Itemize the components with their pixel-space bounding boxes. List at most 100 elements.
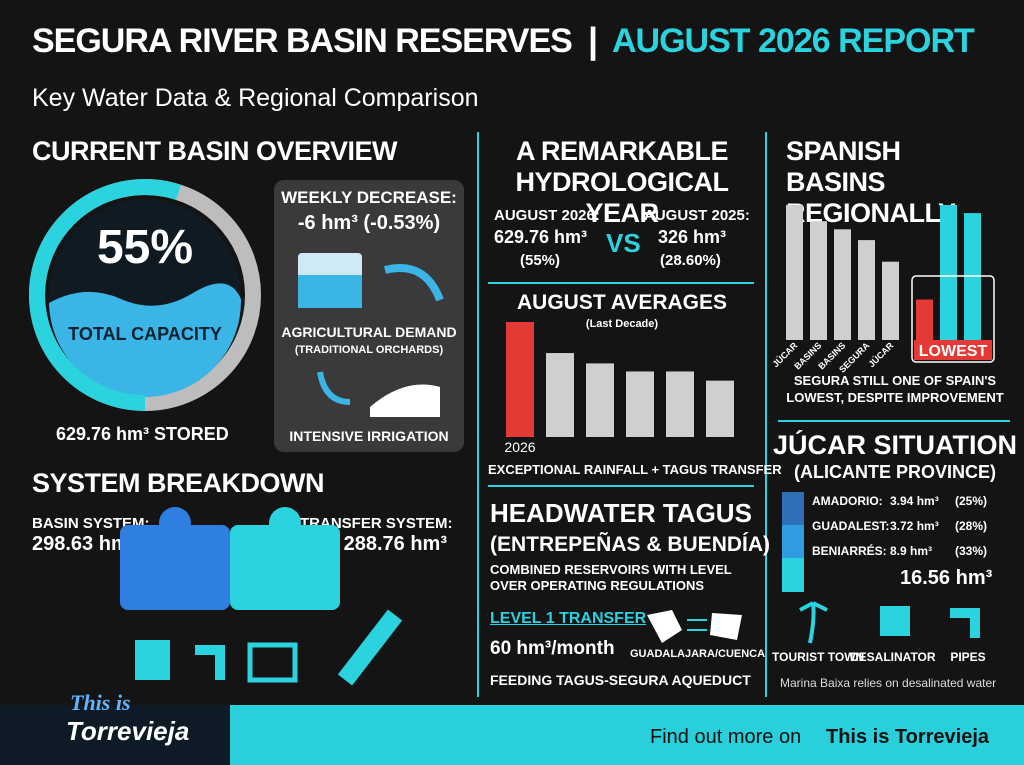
bar	[940, 205, 957, 340]
reservoir-name: GUADALEST:	[812, 519, 890, 533]
puzzle-piece	[120, 525, 230, 610]
weekly-value: -6 hm³ (-0.53%)	[297, 212, 441, 234]
reservoir-volume: 3.72 hm³	[890, 519, 939, 533]
year-right-pct: (28.60%)	[660, 252, 721, 269]
channel-icon	[337, 609, 403, 686]
section-subheading: (Last Decade)	[585, 318, 659, 330]
footer-cta: Find out more on	[650, 726, 802, 748]
gauge-water	[49, 283, 242, 398]
highlight-box	[911, 275, 995, 363]
puzzle-knob	[159, 507, 191, 539]
gauge-caption: TOTAL CAPACITY	[68, 324, 222, 344]
pipes-icon	[950, 608, 980, 638]
highlight-label: LOWEST	[919, 343, 988, 360]
reservoir-volume: 3.94 hm³	[890, 494, 939, 508]
desalinator-icon	[880, 606, 910, 636]
section-subheading: (ENTREPEÑAS & BUENDÍA)	[490, 533, 771, 556]
puzzle-knob	[269, 507, 301, 539]
divider	[778, 420, 1010, 422]
irrigation-icon	[317, 371, 440, 417]
gauge-label: 55%	[97, 221, 193, 274]
transfer-label: TRANSFER SYSTEM:	[300, 515, 453, 532]
basin-label: BASIN SYSTEM:	[32, 515, 150, 532]
reservoir-pct: (25%)	[955, 494, 988, 508]
stored-volume: 629.76 hm³ STORED	[56, 424, 229, 444]
icon-label: DESALINATOR	[850, 650, 936, 664]
dam-icon	[135, 640, 170, 680]
year-right-label: AUGUST 2025:	[644, 207, 750, 224]
section-heading: SYSTEM BREAKDOWN	[32, 468, 325, 498]
title: SEGURA RIVER BASIN RESERVES	[32, 22, 573, 60]
transfer-rate: 60 hm³/month	[490, 638, 615, 659]
averages-caption: EXCEPTIONAL RAINFALL + TAGUS TRANSFER	[488, 462, 782, 477]
section-heading: JÚCAR SITUATION	[772, 430, 1017, 460]
gauge-arc	[29, 179, 261, 411]
year-left-label: AUGUST 2026:	[494, 207, 600, 224]
vs: VS	[606, 228, 641, 258]
bar	[810, 221, 827, 340]
basin-value: 298.63 hm³	[32, 533, 136, 555]
puzzle-icons	[120, 507, 403, 686]
icon-label: PIPES	[950, 650, 986, 664]
report-title: AUGUST 2026 REPORT	[612, 22, 975, 60]
transfer-level: LEVEL 1 TRANSFER	[490, 610, 647, 627]
arrows	[687, 619, 707, 631]
transfer-value: 288.76 hm³	[343, 533, 447, 555]
aqueduct-icon	[247, 642, 298, 683]
divider	[488, 485, 754, 487]
bar	[786, 205, 803, 340]
section-heading: A REMARKABLE HYDROLOGICAL YEAR	[515, 136, 730, 228]
field-icon	[370, 384, 440, 417]
year-left-pct: (55%)	[520, 252, 561, 269]
brand-top: This is	[70, 690, 131, 715]
weekly-title: WEEKLY DECREASE:	[281, 188, 457, 207]
reservoir-name: AMADORIO:	[812, 494, 883, 508]
aqueduct-note: FEEDING TAGUS-SEGURA AQUEDUCT	[490, 672, 751, 688]
subtitle: Key Water Data & Regional Comparison	[32, 84, 479, 112]
jucar-total: 16.56 hm³	[900, 567, 993, 589]
puzzle-piece	[230, 525, 340, 610]
column-divider	[477, 132, 479, 697]
bar	[834, 229, 851, 340]
bar	[666, 371, 694, 437]
averages-chart: 2026	[504, 322, 734, 455]
region-icon	[710, 613, 742, 640]
jucar-icons	[799, 601, 980, 644]
column-divider	[765, 132, 767, 697]
bar	[626, 371, 654, 437]
demand: AGRICULTURAL DEMAND	[281, 324, 457, 340]
bar	[506, 322, 534, 437]
section-heading: AUGUST AVERAGES	[516, 291, 728, 314]
bar-label: 2026	[504, 439, 535, 455]
year-right-value: 326 hm³	[658, 227, 727, 247]
footer-brand-link[interactable]: This is Torrevieja	[826, 726, 990, 748]
demand-note: (TRADITIONAL ORCHARDS)	[294, 344, 444, 356]
bar	[706, 380, 734, 437]
icon-label: TOURIST TOWN	[772, 650, 865, 664]
brand-area	[0, 705, 230, 765]
demand-icons	[298, 253, 444, 308]
reservoir-volume: 8.9 hm³	[890, 544, 933, 558]
places: GUADALAJARA/CUENCA	[630, 648, 766, 660]
section-subheading: (ALICANTE PROVINCE)	[794, 462, 996, 482]
title-divider: |	[588, 20, 599, 61]
bar	[882, 261, 899, 340]
divider	[488, 282, 754, 284]
pipe-icon	[195, 645, 225, 680]
bar	[586, 363, 614, 437]
irrigation: INTENSIVE IRRIGATION	[289, 428, 449, 444]
bar	[916, 299, 933, 340]
map-icons	[647, 610, 742, 643]
highlight-tag	[914, 340, 992, 360]
section-heading: HEADWATER TAGUS	[490, 498, 752, 528]
reservoir-pct: (33%)	[955, 544, 988, 558]
arrow	[317, 371, 351, 405]
bar	[546, 353, 574, 437]
reservoir-pct: (28%)	[955, 519, 988, 533]
bar	[858, 240, 875, 340]
bar-label: JÚCAR	[866, 339, 896, 369]
brand-name: Torrevieja	[66, 716, 190, 746]
